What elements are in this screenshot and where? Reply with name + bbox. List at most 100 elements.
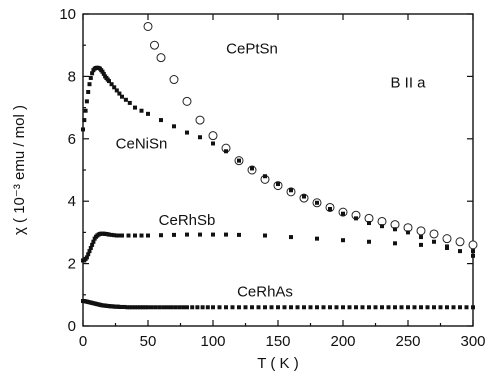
data-point: [237, 305, 241, 310]
data-point: [432, 239, 436, 244]
data-point: [84, 255, 89, 260]
data-point: [169, 305, 174, 310]
data-point: [412, 305, 417, 310]
data-point: [263, 174, 267, 179]
data-point: [198, 135, 202, 140]
data-point: [107, 79, 111, 84]
data-point: [195, 115, 205, 125]
data-point: [173, 305, 178, 310]
data-point: [146, 305, 150, 310]
data-point: [185, 305, 189, 310]
data-point: [138, 305, 143, 310]
data-point: [133, 305, 137, 310]
data-point: [458, 305, 462, 310]
data-point: [399, 305, 404, 310]
data-point: [393, 241, 397, 246]
data-point: [91, 239, 96, 244]
y-tick-label: 8: [68, 68, 76, 85]
data-point: [139, 108, 144, 113]
y-tick-label: 10: [59, 6, 76, 23]
data-point: [406, 230, 410, 235]
data-point: [334, 305, 339, 310]
data-point: [354, 305, 358, 310]
data-point: [471, 305, 475, 310]
data-point: [289, 188, 293, 193]
data-point: [90, 71, 95, 76]
data-point: [211, 305, 215, 310]
data-point: [150, 40, 159, 50]
x-tick-label: 200: [330, 333, 355, 350]
data-point: [135, 305, 140, 310]
data-point: [393, 305, 397, 310]
data-point: [373, 305, 378, 310]
data-point: [114, 233, 119, 238]
data-point: [315, 305, 319, 310]
data-point: [112, 85, 117, 90]
data-point: [406, 305, 410, 310]
data-point: [86, 252, 91, 257]
y-tick-label: 6: [68, 131, 76, 148]
series-CeRhAs: [81, 299, 475, 310]
data-point: [276, 305, 280, 310]
data-point: [224, 305, 228, 310]
series-CeRhSb: [81, 231, 475, 263]
data-point: [101, 71, 106, 76]
data-point: [120, 304, 124, 309]
data-point: [86, 90, 91, 94]
data-point: [471, 253, 475, 258]
data-point: [107, 232, 111, 237]
x-tick-label: 50: [140, 333, 157, 350]
x-tick-label: 250: [395, 333, 420, 350]
data-point: [198, 232, 202, 237]
data-point: [237, 232, 241, 237]
series-CeNiSn: [81, 65, 475, 258]
x-tick-label: 150: [265, 333, 290, 350]
data-point: [367, 305, 371, 310]
data-point: [159, 118, 163, 123]
data-point: [172, 232, 176, 237]
data-point: [230, 305, 235, 310]
data-point: [289, 235, 293, 240]
data-point: [263, 305, 267, 310]
x-tick-labels: 0 50 100 150 200 250 300: [79, 333, 486, 350]
data-points: [81, 21, 478, 310]
data-point: [83, 108, 88, 113]
data-point: [81, 127, 85, 132]
data-point: [123, 97, 128, 102]
data-point: [157, 305, 162, 310]
data-point: [100, 69, 105, 74]
data-point: [133, 233, 137, 238]
data-point: [149, 305, 154, 310]
data-point: [120, 94, 124, 99]
data-point: [393, 227, 397, 232]
data-point: [445, 246, 449, 250]
data-point: [156, 53, 166, 63]
data-point: [458, 249, 462, 254]
data-point: [182, 96, 192, 106]
data-point: [200, 305, 205, 310]
data-point: [126, 233, 131, 238]
data-point: [211, 141, 215, 146]
plot-frame: [82, 13, 474, 327]
data-point: [217, 305, 222, 310]
data-point: [468, 240, 478, 250]
field-direction-annotation: B II a: [390, 75, 426, 92]
data-point: [442, 234, 452, 244]
data-point: [419, 305, 423, 310]
data-point: [367, 239, 371, 244]
data-point: [143, 305, 148, 310]
data-point: [114, 88, 119, 93]
data-point: [177, 305, 182, 310]
data-point: [224, 149, 228, 154]
data-point: [282, 305, 287, 310]
data-point: [429, 229, 439, 239]
data-point: [347, 305, 352, 310]
x-tick-label: 0: [79, 333, 87, 350]
data-point: [360, 305, 365, 310]
data-point: [208, 131, 218, 141]
data-point: [185, 232, 189, 237]
data-point: [169, 75, 179, 85]
data-point: [250, 166, 254, 171]
data-point: [445, 305, 449, 310]
data-point: [308, 305, 313, 310]
